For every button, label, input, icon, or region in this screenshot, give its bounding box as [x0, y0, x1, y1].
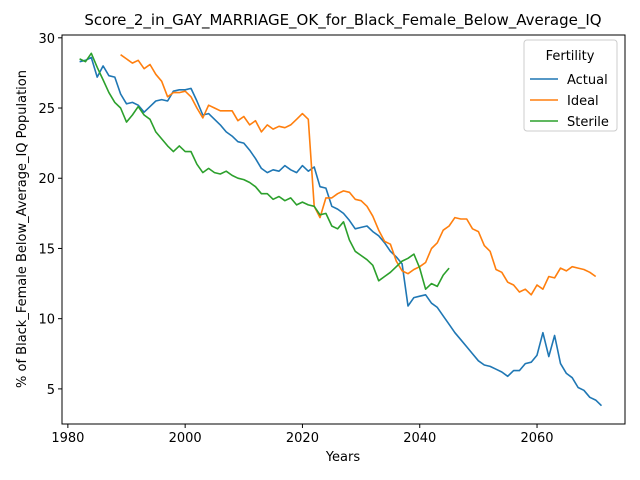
legend-box: [523, 39, 618, 132]
series-lines: [79, 52, 603, 407]
x-tick-label: 2040: [403, 431, 436, 446]
legend-title: Fertility: [546, 49, 595, 64]
legend-label-actual: Actual: [567, 73, 608, 88]
x-tick-label: 2000: [169, 431, 202, 446]
y-axis: 5 10 15 20 25 30: [38, 32, 62, 398]
legend-entries: Actual Ideal Sterile: [530, 73, 609, 130]
y-tick-label: 10: [38, 313, 55, 328]
chart-title: Score_2_in_GAY_MARRIAGE_OK_for_Black_Fem…: [84, 11, 601, 30]
x-tick-label: 2020: [286, 431, 319, 446]
x-tick-label: 2060: [520, 431, 553, 446]
series-line-sterile: [79, 52, 450, 291]
series-line-ideal: [120, 54, 597, 296]
legend-label-sterile: Sterile: [567, 115, 609, 130]
x-tick-label: 1980: [51, 431, 84, 446]
x-axis: 1980 2000 2020 2040 2060: [51, 424, 554, 446]
y-axis-label: % of Black_Female Below_Average_IQ Popul…: [15, 70, 30, 388]
y-tick-label: 25: [38, 102, 55, 117]
x-axis-label: Years: [325, 450, 361, 465]
y-tick-label: 5: [47, 383, 55, 398]
legend: Fertility Actual Ideal Sterile: [523, 39, 618, 132]
legend-label-ideal: Ideal: [567, 94, 599, 109]
series-line-actual: [79, 56, 603, 407]
y-tick-label: 20: [38, 172, 55, 187]
plot-frame: [61, 34, 626, 425]
y-tick-label: 15: [38, 242, 55, 257]
y-tick-label: 30: [38, 32, 55, 47]
